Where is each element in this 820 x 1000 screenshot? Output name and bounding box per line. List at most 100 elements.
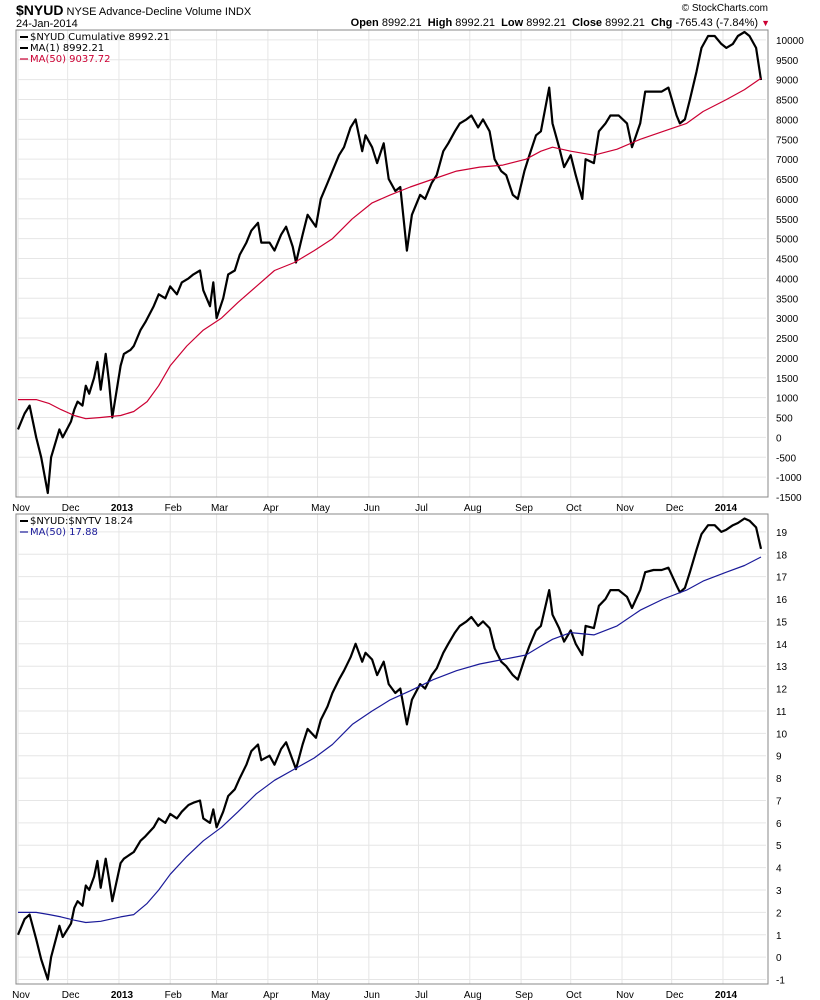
y-tick-label: 3: [776, 886, 782, 897]
x-tick-label: Mar: [211, 990, 229, 1000]
y-tick-label: 8: [776, 774, 782, 785]
y-tick-label: 10: [776, 729, 788, 740]
y-tick-label: 16: [776, 595, 788, 606]
price-line: [16, 517, 763, 981]
y-tick-label: 0: [776, 953, 782, 964]
x-tick-label: Mar: [211, 503, 229, 514]
x-tick-label: Jul: [415, 503, 428, 514]
down-triangle-icon: ▼: [761, 18, 770, 28]
x-tick-label: May: [311, 990, 330, 1000]
ma50-line: [18, 77, 762, 420]
chart-date: 24-Jan-2014: [16, 18, 78, 30]
y-tick-label: 4: [776, 864, 782, 875]
plot-frame: [15, 513, 769, 985]
y-tick-label: 15: [776, 617, 788, 628]
y-tick-label: 500: [776, 414, 793, 425]
legend-entry: MA(1) 8992.21: [30, 43, 104, 54]
y-tick-label: 17: [776, 573, 788, 584]
close-label: Close: [572, 17, 603, 29]
y-tick-label: -1000: [776, 473, 802, 484]
x-tick-label: Feb: [165, 990, 183, 1000]
x-tick-label: Jun: [364, 503, 380, 514]
y-tick-label: 14: [776, 640, 788, 651]
x-tick-label: Oct: [566, 990, 582, 1000]
y-tick-label: 10000: [776, 36, 804, 47]
open-value: 8992.21: [381, 17, 422, 29]
low-label: Low: [501, 17, 524, 29]
x-tick-label: Nov: [12, 990, 30, 1000]
high-label: High: [427, 17, 453, 29]
y-tick-label: 6500: [776, 175, 799, 186]
y-tick-label: 8500: [776, 96, 799, 107]
y-tick-label: 7000: [776, 155, 799, 166]
y-tick-label: 9500: [776, 56, 799, 67]
x-tick-label: Dec: [62, 990, 80, 1000]
y-tick-label: 4500: [776, 255, 799, 266]
chg-label: Chg: [651, 17, 673, 29]
symbol: $NYUD: [16, 2, 64, 18]
y-tick-label: -500: [776, 453, 796, 464]
y-tick-label: 9: [776, 752, 782, 763]
x-tick-label: 2014: [715, 990, 738, 1000]
y-tick-label: 19: [776, 528, 788, 539]
legend-entry: MA(50) 9037.72: [30, 54, 111, 65]
x-tick-label: May: [311, 503, 330, 514]
x-tick-label: Dec: [62, 503, 80, 514]
ma50-line: [18, 556, 762, 924]
y-tick-label: 9000: [776, 76, 799, 87]
brand: © StockCharts.com: [681, 3, 768, 14]
close-value: 8992.21: [605, 17, 645, 29]
x-tick-label: Apr: [263, 990, 279, 1000]
x-tick-label: 2013: [111, 990, 134, 1000]
chg-value: -765.43 (-7.84%): [675, 17, 759, 29]
y-tick-label: 1: [776, 931, 782, 942]
y-tick-label: 8000: [776, 115, 799, 126]
legend-entry: $NYUD:$NYTV 18.24: [30, 516, 133, 527]
description: NYSE Advance-Decline Volume INDX: [66, 6, 252, 18]
legend-entry: MA(50) 17.88: [30, 527, 98, 538]
upper-panel: Nov Dec 2013 Feb Mar Apr May Jun Jul Aug Sep Oct Nov…: [12, 29, 804, 514]
y-tick-label: 6000: [776, 195, 799, 206]
x-tick-label: Nov: [616, 503, 634, 514]
plot-frame: [15, 29, 769, 498]
price-line: [16, 30, 763, 495]
y-tick-label: 2000: [776, 354, 799, 365]
chart-header: $NYUD NYSE Advance-Decline Volume INDX: [16, 2, 251, 18]
low-value: 8992.21: [526, 17, 566, 29]
x-tick-label: Oct: [566, 503, 582, 514]
x-tick-label: Nov: [12, 503, 30, 514]
x-tick-label: 2014: [715, 503, 738, 514]
y-tick-label: 4000: [776, 274, 799, 285]
y-tick-label: 3500: [776, 294, 799, 305]
y-tick-label: 5: [776, 841, 782, 852]
y-tick-label: 13: [776, 662, 788, 673]
x-tick-label: Sep: [515, 503, 533, 514]
x-tick-label: 2013: [111, 503, 134, 514]
y-tick-label: 2: [776, 908, 782, 919]
y-tick-label: 11: [776, 707, 787, 718]
y-tick-label: 1500: [776, 374, 799, 385]
y-tick-label: 7500: [776, 135, 799, 146]
y-tick-label: 5000: [776, 235, 799, 246]
x-tick-label: Nov: [616, 990, 634, 1000]
x-tick-label: Dec: [666, 503, 684, 514]
y-tick-label: 12: [776, 685, 788, 696]
y-tick-label: 6: [776, 819, 782, 830]
x-tick-label: Feb: [165, 503, 183, 514]
x-tick-label: Sep: [515, 990, 533, 1000]
y-tick-label: 5500: [776, 215, 799, 226]
y-tick-label: 2500: [776, 334, 799, 345]
lower-panel: Nov Dec 2013 Feb Mar Apr May Jun Jul Aug Sep Oct Nov…: [12, 513, 788, 1000]
y-tick-label: 0: [776, 433, 782, 444]
y-tick-label: 1000: [776, 394, 799, 405]
y-tick-label: 3000: [776, 314, 799, 325]
x-tick-label: Jun: [364, 990, 380, 1000]
y-tick-label: -1: [776, 976, 785, 987]
y-tick-label: 18: [776, 550, 788, 561]
y-tick-label: 7: [776, 796, 782, 807]
x-tick-label: Apr: [263, 503, 279, 514]
high-value: 8992.21: [455, 17, 496, 29]
ohlc-readout: Open 8992.21 High 8992.21 Low 8992.21 Cl…: [351, 17, 770, 29]
x-tick-label: Aug: [464, 503, 482, 514]
